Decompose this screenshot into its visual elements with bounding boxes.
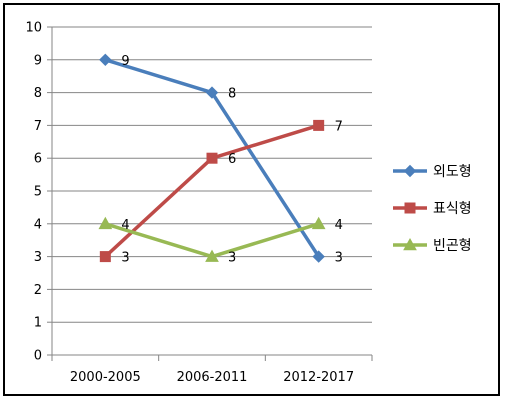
x-tick-label: 2000-2005 xyxy=(70,370,141,385)
y-tick-label: 0 xyxy=(34,349,42,364)
data-label: 3 xyxy=(121,251,129,266)
data-labels: 9 8 3 3 6 7 4 3 4 xyxy=(121,54,343,266)
legend-label: 외도형 xyxy=(433,164,472,180)
y-tick-label: 10 xyxy=(25,21,42,36)
data-point xyxy=(99,53,112,67)
data-point xyxy=(313,119,325,131)
data-label: 4 xyxy=(121,218,129,233)
x-tick-labels: 2000-2005 2006-2011 2012-2017 xyxy=(70,370,354,385)
y-tick-label: 7 xyxy=(34,119,42,134)
line-chart: 0 1 2 3 4 5 6 7 8 9 10 2000-2005 2006-2011 2012-2017… xyxy=(25,21,472,386)
data-label: 3 xyxy=(335,251,343,266)
y-tick-label: 5 xyxy=(34,185,42,200)
axes xyxy=(47,26,373,361)
y-tick-label: 4 xyxy=(34,217,42,232)
data-label: 4 xyxy=(335,218,343,233)
data-point xyxy=(99,251,111,263)
x-tick-label: 2006-2011 xyxy=(177,370,248,385)
legend-marker xyxy=(403,164,417,178)
data-point xyxy=(311,216,326,230)
data-point xyxy=(98,216,113,230)
data-point xyxy=(205,249,219,262)
data-label: 9 xyxy=(121,54,129,69)
legend-marker xyxy=(403,237,417,251)
gridlines xyxy=(52,26,372,323)
y-tick-label: 2 xyxy=(34,283,42,298)
data-point xyxy=(206,152,218,164)
y-tick-label: 6 xyxy=(34,152,42,167)
y-tick-label: 3 xyxy=(34,250,42,265)
y-tick-label: 1 xyxy=(34,316,42,331)
data-label: 6 xyxy=(228,152,236,167)
legend-label: 표식형 xyxy=(433,201,472,217)
y-tick-labels: 0 1 2 3 4 5 6 7 8 9 10 xyxy=(25,21,42,364)
y-tick-label: 8 xyxy=(34,86,42,101)
series-group xyxy=(98,53,326,263)
chart-frame: 0 1 2 3 4 5 6 7 8 9 10 2000-2005 2006-2011 2012-2017… xyxy=(3,3,500,396)
legend-label: 빈곤형 xyxy=(433,238,472,254)
data-point xyxy=(312,250,325,263)
x-tick-label: 2012-2017 xyxy=(283,370,354,385)
y-tick-label: 9 xyxy=(34,53,42,68)
data-point xyxy=(205,86,219,99)
legend-marker xyxy=(404,202,416,214)
data-label: 8 xyxy=(228,87,236,102)
data-label: 7 xyxy=(335,119,343,134)
data-label: 3 xyxy=(228,251,236,266)
